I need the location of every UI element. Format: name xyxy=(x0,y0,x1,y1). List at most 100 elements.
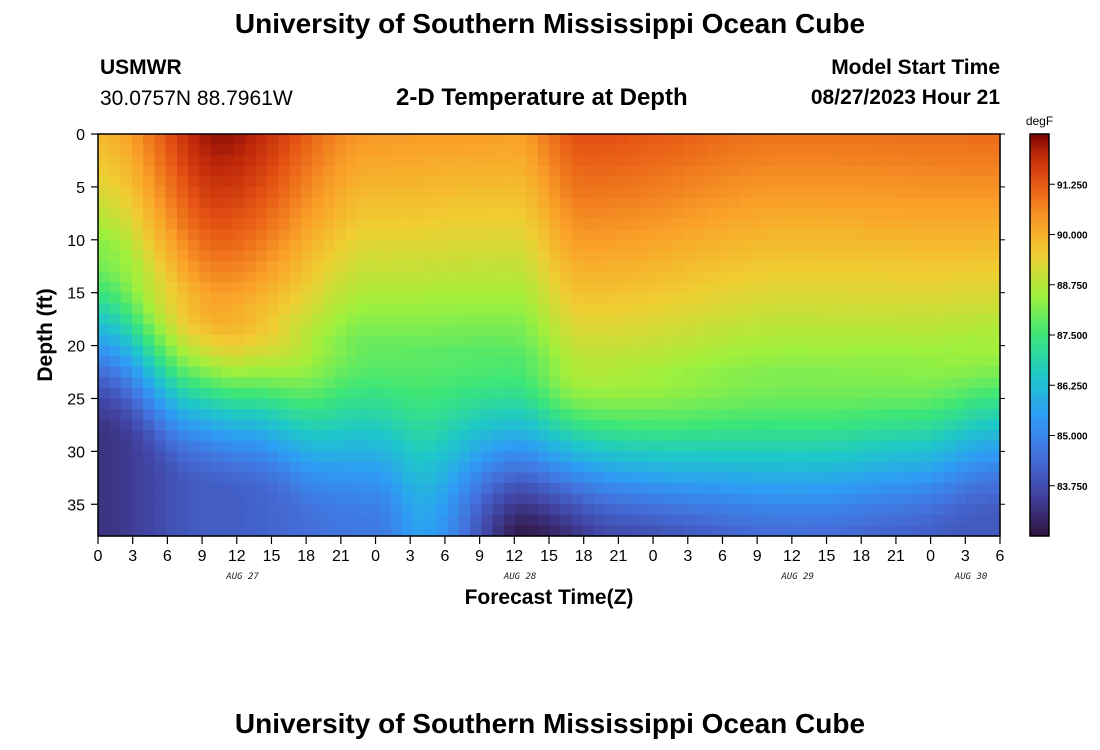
heatmap-cell xyxy=(830,229,843,241)
heatmap-cell xyxy=(921,525,933,537)
heatmap-cell xyxy=(763,155,776,167)
heatmap-cell xyxy=(684,186,697,199)
heatmap-cell xyxy=(808,483,821,495)
heatmap-cell xyxy=(627,430,640,442)
heatmap-cell xyxy=(154,218,167,230)
heatmap-cell xyxy=(357,345,370,357)
heatmap-cell xyxy=(120,303,133,315)
heatmap-cell xyxy=(785,208,798,220)
heatmap-cell xyxy=(537,250,550,262)
heatmap-cell xyxy=(819,345,832,357)
heatmap-cell xyxy=(131,451,144,463)
heatmap-cell xyxy=(875,525,888,537)
heatmap-cell xyxy=(300,483,313,495)
heatmap-cell xyxy=(853,504,866,516)
heatmap-cell xyxy=(887,176,900,188)
heatmap-cell xyxy=(808,186,821,199)
heatmap-cell xyxy=(605,229,618,241)
heatmap-cell xyxy=(255,335,268,347)
heatmap-cell xyxy=(143,134,155,146)
heatmap-cell xyxy=(797,398,809,410)
heatmap-cell xyxy=(199,260,212,273)
heatmap-cell xyxy=(898,229,911,241)
heatmap-cell xyxy=(639,504,652,516)
heatmap-cell xyxy=(379,356,392,368)
heatmap-cell xyxy=(560,430,573,442)
heatmap-cell xyxy=(424,176,437,188)
heatmap-cell xyxy=(966,525,979,537)
heatmap-cell xyxy=(515,461,528,474)
heatmap-cell xyxy=(853,324,866,336)
heatmap-cell xyxy=(966,218,979,230)
heatmap-cell xyxy=(98,335,110,347)
heatmap-cell xyxy=(571,377,584,389)
heatmap-cell xyxy=(988,504,1001,516)
heatmap-cell xyxy=(244,208,257,220)
heatmap-cell xyxy=(120,313,133,326)
heatmap-cell xyxy=(176,144,189,156)
y-tick-label: 35 xyxy=(67,497,85,514)
heatmap-cell xyxy=(413,250,426,262)
heatmap-cell xyxy=(481,335,494,347)
heatmap-cell xyxy=(131,440,144,452)
heatmap-cell xyxy=(594,504,606,516)
heatmap-cell xyxy=(210,292,223,304)
heatmap-cell xyxy=(402,239,415,251)
heatmap-cell xyxy=(300,525,313,537)
heatmap-cell xyxy=(977,525,990,537)
heatmap-cell xyxy=(842,239,855,251)
heatmap-cell xyxy=(98,239,110,251)
heatmap-cell xyxy=(154,377,167,389)
heatmap-cell xyxy=(808,461,821,474)
heatmap-cell xyxy=(402,398,415,410)
heatmap-cell xyxy=(966,197,979,209)
heatmap-cell xyxy=(109,239,122,251)
heatmap-cell xyxy=(233,525,246,537)
heatmap-cell xyxy=(954,250,967,262)
heatmap-cell xyxy=(346,271,358,283)
heatmap-cell xyxy=(210,271,223,283)
heatmap-cell xyxy=(921,229,933,241)
heatmap-cell xyxy=(864,176,877,188)
heatmap-cell xyxy=(706,525,719,537)
heatmap-cell xyxy=(289,504,302,516)
heatmap-cell xyxy=(616,324,629,336)
heatmap-cell xyxy=(492,525,505,537)
heatmap-cell xyxy=(300,260,313,273)
heatmap-cell xyxy=(875,514,888,527)
heatmap-cell xyxy=(176,440,189,452)
heatmap-cell xyxy=(932,155,945,167)
heatmap-cell xyxy=(729,430,742,442)
heatmap-cell xyxy=(379,409,392,421)
heatmap-cell xyxy=(492,409,505,421)
heatmap-cell xyxy=(695,483,708,495)
heatmap-cell xyxy=(176,313,189,326)
heatmap-cell xyxy=(830,345,843,357)
heatmap-cell xyxy=(526,356,539,368)
x-tick-label: 12 xyxy=(783,548,801,565)
heatmap-cell xyxy=(909,366,922,378)
heatmap-cell xyxy=(244,493,257,505)
heatmap-cell xyxy=(492,186,505,199)
heatmap-cell xyxy=(300,377,313,389)
heatmap-cell xyxy=(943,356,956,368)
heatmap-cell xyxy=(379,377,392,389)
heatmap-cell xyxy=(684,493,697,505)
heatmap-cell xyxy=(188,229,201,241)
heatmap-cell xyxy=(605,282,618,294)
heatmap-cell xyxy=(346,430,358,442)
heatmap-cell xyxy=(898,483,911,495)
heatmap-cell xyxy=(346,134,358,146)
heatmap-cell xyxy=(785,250,798,262)
heatmap-cell xyxy=(763,313,776,326)
heatmap-cell xyxy=(334,514,347,527)
heatmap-cell xyxy=(560,229,573,241)
heatmap-cell xyxy=(808,514,821,527)
heatmap-cell xyxy=(503,514,516,527)
heatmap-cell xyxy=(436,366,449,378)
heatmap-cell xyxy=(571,472,584,484)
heatmap-cell xyxy=(853,186,866,199)
heatmap-cell xyxy=(346,176,358,188)
heatmap-cell xyxy=(943,282,956,294)
heatmap-cell xyxy=(887,335,900,347)
